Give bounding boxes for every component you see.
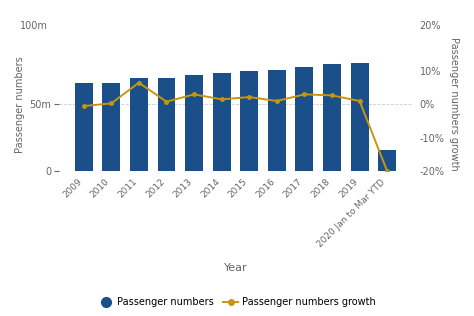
Bar (130, 78, 148, 171)
Bar (323, 64, 341, 171)
X-axis label: Year: Year (224, 263, 247, 273)
Y-axis label: Passenger numbers: Passenger numbers (15, 56, 25, 153)
Bar (75, 83, 93, 171)
Bar (295, 67, 313, 171)
Text: 20%: 20% (419, 21, 441, 31)
Legend: Passenger numbers, Passenger numbers growth: Passenger numbers, Passenger numbers gro… (94, 293, 380, 311)
Bar (185, 75, 203, 171)
Bar (240, 71, 258, 171)
Bar (102, 83, 120, 171)
Bar (378, 150, 396, 171)
Y-axis label: Passenger numbers growth: Passenger numbers growth (449, 38, 459, 171)
Bar (351, 63, 369, 171)
Text: 100m: 100m (20, 21, 48, 31)
Bar (213, 73, 231, 171)
Bar (268, 70, 286, 171)
Bar (157, 78, 175, 171)
